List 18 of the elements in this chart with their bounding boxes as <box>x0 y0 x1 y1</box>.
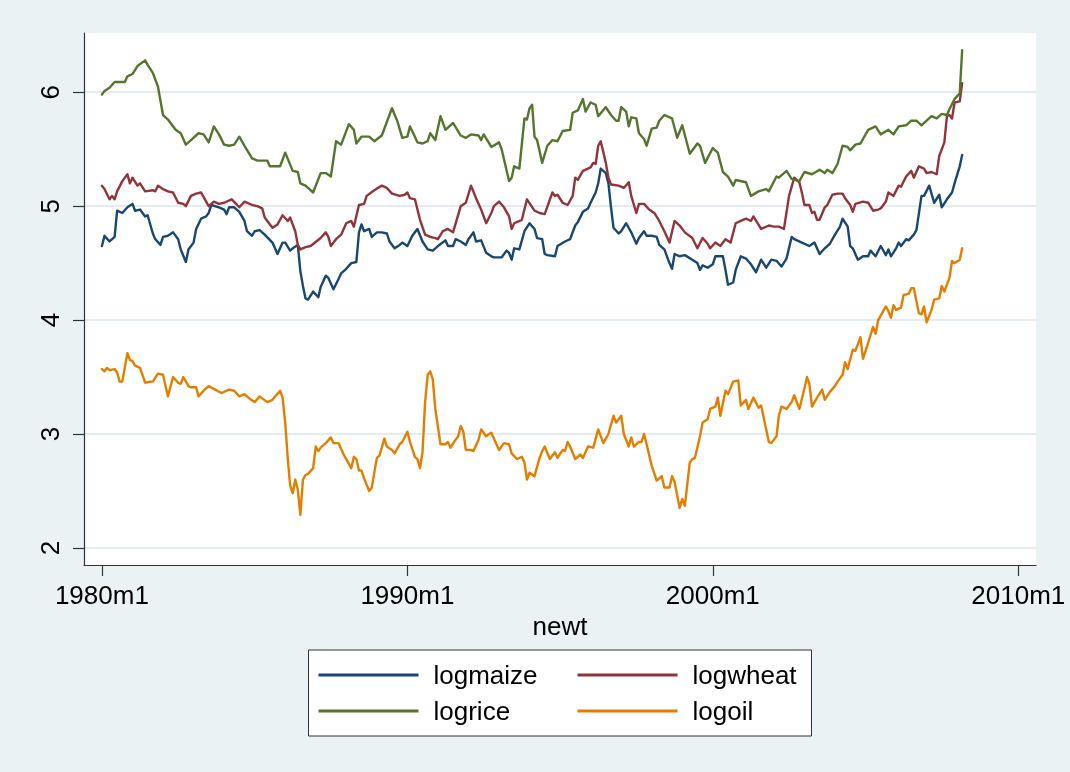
y-tick-label: 2 <box>35 540 65 556</box>
legend-label: logmaize <box>433 660 538 690</box>
legend-label: logoil <box>692 696 754 726</box>
x-tick-label: 1980m1 <box>54 580 149 610</box>
y-tick-label: 4 <box>35 312 65 328</box>
line-series <box>100 153 964 301</box>
line-series <box>100 81 964 251</box>
legend-label: logrice <box>433 696 511 726</box>
x-axis-title: newt <box>532 610 589 641</box>
y-tick-label: 6 <box>35 85 65 100</box>
x-tick-label: 1990m1 <box>360 580 455 610</box>
line-series <box>100 247 964 517</box>
legend-label: logwheat <box>692 660 798 690</box>
line-series <box>100 48 964 198</box>
x-tick-label: 2010m1 <box>971 580 1066 610</box>
x-tick-label: 2000m1 <box>665 580 760 610</box>
y-tick-label: 3 <box>35 426 65 442</box>
y-tick-label: 5 <box>35 198 65 214</box>
